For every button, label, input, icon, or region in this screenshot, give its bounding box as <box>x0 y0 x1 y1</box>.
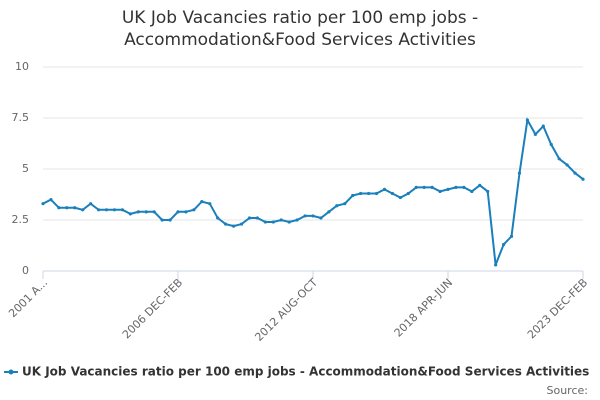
data-point <box>216 216 220 220</box>
data-point <box>255 216 260 220</box>
data-point <box>152 210 156 214</box>
data-point <box>327 210 331 214</box>
data-point <box>176 210 180 214</box>
data-point <box>136 210 140 214</box>
data-point <box>65 206 69 210</box>
data-point <box>73 206 77 210</box>
data-point <box>311 214 315 218</box>
data-point <box>462 185 466 189</box>
y-tick-label: 2.5 <box>12 213 30 226</box>
data-point <box>128 212 132 216</box>
data-point <box>120 208 125 212</box>
data-point <box>160 218 164 222</box>
legend-symbol <box>8 369 14 375</box>
data-point <box>271 220 275 224</box>
source: Source: <box>547 384 589 397</box>
data-point <box>287 220 291 224</box>
data-point <box>168 218 172 222</box>
x-tick-label: 2018 APR-JUN <box>392 276 456 340</box>
data-point <box>208 202 212 206</box>
data-point <box>303 214 307 218</box>
data-point <box>581 177 585 181</box>
data-point <box>470 189 474 194</box>
data-point <box>343 202 347 206</box>
data-point <box>557 157 561 161</box>
data-point <box>351 193 355 198</box>
x-tick-label: 2006 DEC-FEB <box>120 276 185 341</box>
x-tick-label: 2001 A... <box>6 276 50 320</box>
data-point <box>224 222 228 226</box>
chart-title: UK Job Vacancies ratio per 100 emp jobs … <box>122 8 478 28</box>
data-point <box>200 200 204 204</box>
data-point <box>192 208 196 212</box>
y-tick-label: 5 <box>22 162 29 175</box>
data-point <box>263 220 267 224</box>
y-tick-label: 10 <box>15 60 29 73</box>
data-point <box>390 191 395 196</box>
data-point <box>430 185 434 189</box>
data-point <box>446 187 450 191</box>
data-point <box>49 198 53 202</box>
data-point <box>279 218 283 222</box>
data-point <box>549 142 553 147</box>
data-point <box>81 208 85 212</box>
data-point <box>509 234 514 238</box>
data-point <box>144 210 148 214</box>
data-point <box>486 189 490 194</box>
y-tick-label: 0 <box>22 264 29 277</box>
data-point <box>374 191 379 196</box>
x-tick-label: 2023 DEC-FEB <box>525 276 590 341</box>
data-point <box>382 187 387 191</box>
data-point <box>414 185 418 189</box>
data-point <box>573 171 577 175</box>
data-point <box>89 202 93 206</box>
data-point <box>454 185 458 189</box>
data-point <box>247 216 252 220</box>
data-point <box>231 224 236 228</box>
data-point <box>494 263 498 267</box>
data-point <box>239 222 244 226</box>
y-tick-label: 7.5 <box>12 111 30 124</box>
data-point <box>525 118 530 122</box>
data-point <box>359 191 363 196</box>
data-point <box>398 195 402 200</box>
data-point <box>335 204 339 208</box>
data-point <box>41 202 45 206</box>
data-point <box>295 218 299 222</box>
data-point <box>478 183 482 187</box>
data-point <box>96 208 101 212</box>
data-point <box>541 124 545 128</box>
data-point <box>406 191 410 196</box>
data-point <box>422 185 426 189</box>
data-point <box>104 208 109 212</box>
data-point <box>438 189 442 194</box>
x-tick-label: 2012 AUG-OCT <box>252 276 320 344</box>
data-line <box>42 116 584 266</box>
data-point <box>517 171 522 175</box>
data-point <box>533 132 537 136</box>
data-point <box>57 206 61 210</box>
data-point <box>112 208 117 212</box>
data-point <box>565 163 569 167</box>
legend-label: UK Job Vacancies ratio per 100 emp jobs … <box>22 365 589 379</box>
chart-title: Accommodation&Food Services Activities <box>124 30 476 50</box>
data-point <box>184 210 188 214</box>
data-point <box>501 242 506 247</box>
data-point <box>319 216 323 220</box>
data-point <box>366 191 371 196</box>
